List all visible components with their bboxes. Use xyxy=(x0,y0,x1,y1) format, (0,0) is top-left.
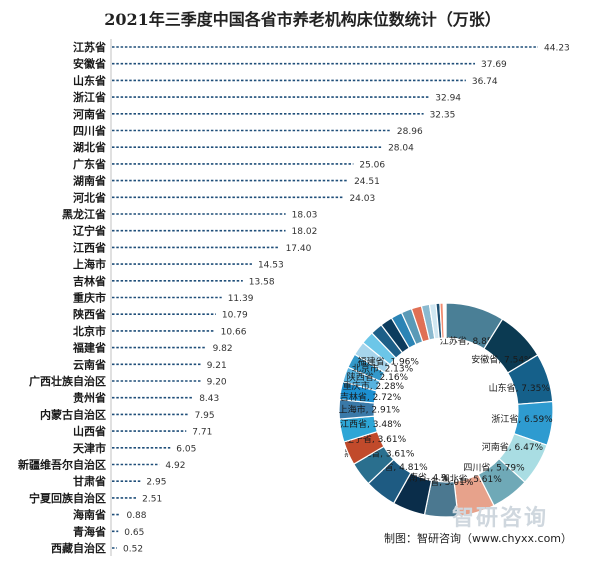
slice-label: 湖南省, 4.9 xyxy=(400,471,447,483)
category-label: 湖南省 xyxy=(73,174,106,188)
slice-label: 安徽省, 7.54% xyxy=(471,353,533,365)
category-label: 黑龙江省 xyxy=(62,207,106,221)
value-label: 7.95 xyxy=(195,411,215,421)
value-label: 13.58 xyxy=(249,277,275,287)
category-label: 福建省 xyxy=(72,341,106,355)
category-label: 北京市 xyxy=(73,324,106,338)
category-label: 天津市 xyxy=(73,441,106,455)
value-label: 37.69 xyxy=(481,60,507,70)
value-label: 0.88 xyxy=(126,511,146,521)
slice-label: 北京市, 2.13% xyxy=(352,362,414,374)
value-label: 10.79 xyxy=(222,311,248,321)
category-label: 新疆维吾尔自治区 xyxy=(18,458,106,472)
value-label: 32.94 xyxy=(435,94,461,104)
value-label: 28.04 xyxy=(388,144,414,154)
value-label: 8.43 xyxy=(199,394,219,404)
value-label: 6.05 xyxy=(176,444,196,454)
donut-chart: 江苏省, 8.85% 安徽省, 7.54% 山东省, 7.35% 浙江省, 6.59%… xyxy=(338,302,554,518)
value-label: 0.52 xyxy=(123,545,143,555)
category-label: 广东省 xyxy=(73,157,106,171)
category-label: 上海市 xyxy=(73,257,106,271)
value-label: 7.71 xyxy=(192,428,212,438)
category-label: 青海省 xyxy=(73,524,106,538)
slice-label: 江西省, 3.48% xyxy=(340,418,402,430)
value-label: 36.74 xyxy=(472,77,498,87)
category-label: 海南省 xyxy=(73,508,106,522)
slice-label: 江苏省, 8.85% xyxy=(440,335,502,347)
category-label: 贵州省 xyxy=(73,391,106,405)
value-label: 28.96 xyxy=(397,127,423,137)
value-label: 44.23 xyxy=(544,44,570,54)
value-label: 24.51 xyxy=(354,177,380,187)
category-label: 甘肃省 xyxy=(73,474,106,488)
value-label: 18.03 xyxy=(292,211,318,221)
value-label: 10.66 xyxy=(221,327,247,337)
value-label: 24.03 xyxy=(349,194,375,204)
category-label: 西藏自治区 xyxy=(51,541,106,555)
slice-label: 河南省, 6.47% xyxy=(482,441,544,453)
value-label: 18.02 xyxy=(292,227,318,237)
category-label: 河南省 xyxy=(73,107,106,121)
value-label: 17.40 xyxy=(286,244,312,254)
value-label: 25.06 xyxy=(359,160,385,170)
category-label: 山西省 xyxy=(73,424,106,438)
value-label: 2.51 xyxy=(142,494,162,504)
slice-label: 浙江省, 6.59% xyxy=(491,413,553,425)
value-label: 9.21 xyxy=(207,361,227,371)
slice-label: 四川省, 5.79% xyxy=(463,461,525,473)
watermark-text: 智研咨询 xyxy=(452,506,549,531)
category-label: 辽宁省 xyxy=(73,224,106,238)
category-label: 广西壮族自治区 xyxy=(29,374,106,388)
donut-slice xyxy=(444,302,447,339)
category-label: 四川省 xyxy=(73,124,106,138)
category-label: 浙江省 xyxy=(73,90,106,104)
category-label: 山东省 xyxy=(73,73,106,87)
value-label: 9.20 xyxy=(207,378,227,388)
category-label: 陕西省 xyxy=(73,307,106,321)
category-label: 内蒙古自治区 xyxy=(40,407,106,421)
category-label: 安徽省 xyxy=(73,57,106,71)
category-label: 吉林省 xyxy=(73,274,106,288)
slice-label: 上海市, 2.91% xyxy=(339,404,401,416)
bar-chart: 江苏省 44.23 安徽省 37.69 山东省 36.74 浙江省 32.94 河南省 32.35… xyxy=(18,39,570,556)
category-label: 江西省 xyxy=(73,240,106,254)
value-label: 32.35 xyxy=(430,110,456,120)
value-label: 11.39 xyxy=(228,294,254,304)
value-label: 0.65 xyxy=(124,528,144,538)
value-label: 14.53 xyxy=(258,261,284,271)
slice-label: 湖北省, 5.61% xyxy=(440,473,502,485)
category-label: 云南省 xyxy=(73,357,106,371)
slice-label: 山东省, 7.35% xyxy=(489,382,551,394)
category-label: 湖北省 xyxy=(73,140,106,154)
category-label: 宁夏回族自治区 xyxy=(29,491,106,505)
category-label: 重庆市 xyxy=(73,291,106,305)
category-label: 河北省 xyxy=(73,190,106,204)
source-credit: 制图：智研咨询（www.chyxx.com） xyxy=(384,532,573,545)
value-label: 2.95 xyxy=(146,478,166,488)
value-label: 9.82 xyxy=(213,344,233,354)
chart-title: 2021年三季度中国各省市养老机构床位数统计（万张） xyxy=(104,10,501,29)
slice-label: 吉林省, 2.72% xyxy=(340,391,402,403)
value-label: 4.92 xyxy=(165,461,185,471)
category-label: 江苏省 xyxy=(73,40,106,54)
slice-label: 陕西省, 2.16% xyxy=(347,371,409,383)
slice-label: 重庆市, 2.28% xyxy=(343,380,405,392)
slice-label: 福建省, 1.96% xyxy=(358,355,420,367)
